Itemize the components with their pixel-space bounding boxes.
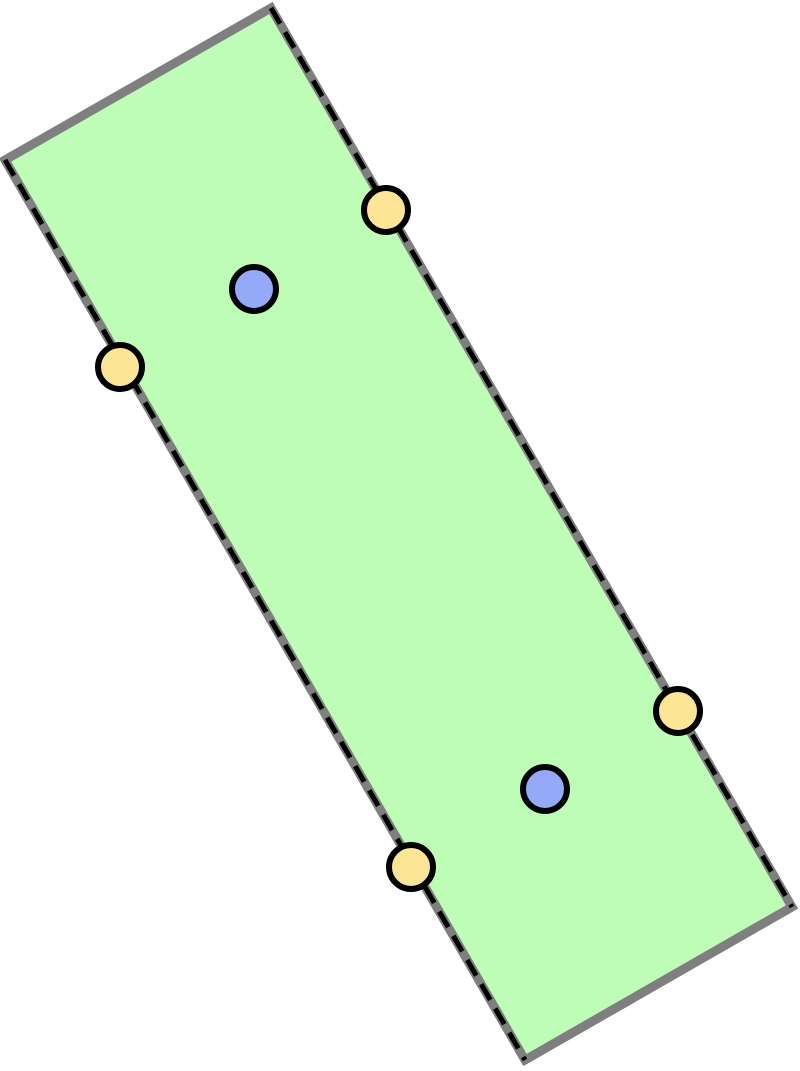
edge-handles [95,185,703,892]
center-handle-bottom[interactable] [520,764,570,814]
edge-handle-right[interactable] [653,686,703,736]
shape-dashed-right-edge [268,6,795,909]
shape-dashed-left-edge [2,158,528,1062]
edge-handle-top-right[interactable] [361,185,411,235]
edge-handle-left[interactable] [95,342,145,392]
center-handles [229,264,570,814]
center-handle-top[interactable] [229,264,279,314]
edge-handle-bottom[interactable] [386,842,436,892]
